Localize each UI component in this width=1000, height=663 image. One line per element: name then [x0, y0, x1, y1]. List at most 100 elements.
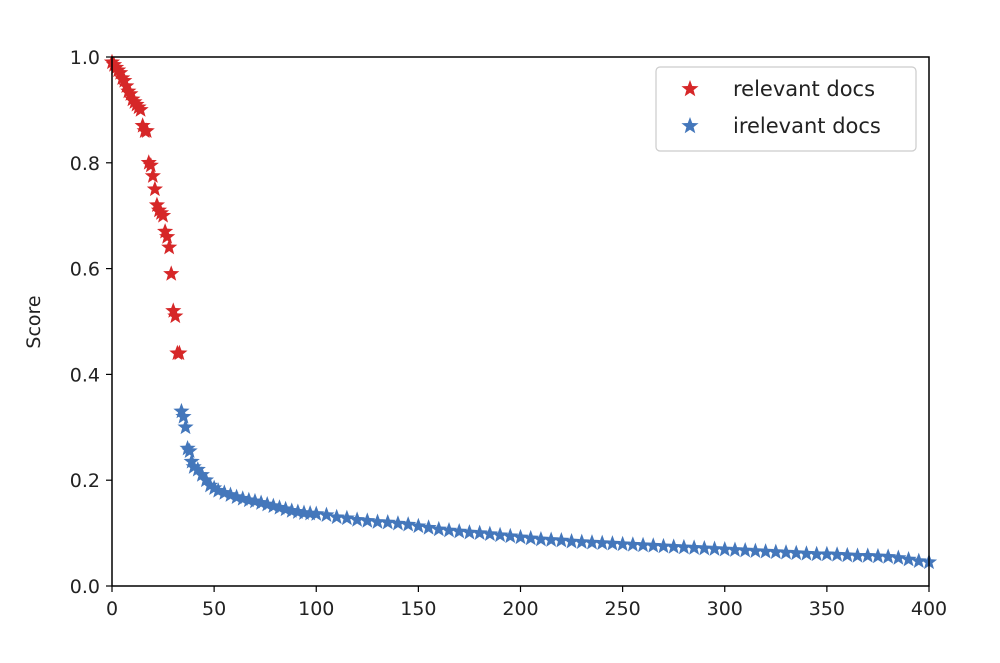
data-point [189, 461, 206, 477]
data-point [185, 458, 202, 474]
data-point [210, 482, 227, 498]
y-tick-label: 0.6 [70, 259, 100, 281]
data-point [645, 537, 662, 553]
x-axis: 0 50 100 150 200 250 300 350 400 [106, 586, 947, 620]
legend-star-icon [681, 80, 699, 97]
data-point [675, 538, 692, 555]
data-point [747, 542, 764, 558]
data-point [167, 307, 184, 324]
data-point [120, 82, 137, 99]
data-point [849, 547, 866, 563]
data-point [594, 534, 611, 551]
data-point [105, 56, 123, 72]
data-point [140, 154, 157, 170]
data-point [461, 524, 478, 540]
data-point [583, 534, 601, 550]
data-point [624, 536, 641, 552]
data-point [116, 72, 133, 88]
data-point [379, 514, 396, 530]
data-point [389, 515, 407, 531]
data-point [716, 541, 733, 557]
legend-label-relevant: relevant docs [733, 77, 875, 101]
data-point [400, 516, 417, 532]
legend: relevant docs irelevant docs [655, 66, 917, 152]
data-point [410, 517, 427, 534]
data-point [148, 196, 166, 212]
data-point [134, 117, 151, 133]
data-point [181, 442, 198, 458]
y-tick-label: 0.2 [70, 470, 100, 492]
x-tick-label: 250 [604, 598, 640, 620]
data-point [132, 101, 149, 117]
data-point [829, 546, 846, 562]
x-tick-label: 100 [298, 598, 334, 620]
data-point [150, 201, 168, 218]
data-point [900, 551, 917, 567]
data-point [839, 546, 856, 563]
data-point [183, 453, 200, 469]
data-point [163, 265, 180, 281]
data-point [144, 167, 161, 183]
data-point [491, 526, 509, 543]
data-point [471, 524, 488, 540]
data-point [890, 549, 907, 565]
data-point [553, 532, 570, 548]
data-point [173, 402, 190, 419]
data-point [880, 548, 897, 564]
data-point [614, 535, 631, 552]
data-point [573, 533, 590, 549]
data-point [122, 85, 139, 101]
data-point [726, 541, 744, 557]
y-tick-label: 0.4 [70, 364, 100, 386]
data-point [146, 180, 163, 197]
data-point [197, 471, 215, 488]
data-point [788, 544, 805, 561]
data-point [328, 508, 345, 525]
x-tick-label: 300 [707, 598, 743, 620]
y-axis: 0.0 0.2 0.4 0.6 0.8 1.0 [70, 47, 112, 598]
data-point [767, 543, 784, 560]
data-point [859, 547, 876, 563]
data-point [138, 122, 155, 138]
legend-marker-irelevant [681, 117, 699, 134]
data-point [869, 547, 887, 564]
data-point [532, 530, 550, 547]
data-point [112, 64, 129, 80]
data-point [161, 238, 178, 255]
data-point [349, 511, 366, 527]
data-point [798, 545, 815, 561]
legend-box [655, 66, 917, 152]
data-point [696, 539, 713, 556]
data-point [481, 525, 498, 542]
data-point [706, 540, 723, 556]
data-point [177, 418, 194, 435]
data-point [159, 228, 176, 244]
y-tick-label: 0.8 [70, 153, 100, 175]
data-point [737, 542, 754, 558]
data-point [124, 90, 141, 107]
data-point [543, 531, 560, 547]
data-point [563, 533, 580, 549]
series-irelevant [173, 402, 938, 570]
data-point [130, 98, 147, 115]
data-point [359, 512, 376, 528]
data-point [175, 408, 192, 424]
data-point [318, 506, 335, 522]
data-point [502, 527, 519, 544]
data-point [686, 539, 703, 555]
data-point [152, 204, 170, 220]
x-tick-label: 150 [400, 598, 436, 620]
data-point [201, 476, 219, 493]
data-point [193, 466, 210, 482]
data-point [757, 543, 774, 559]
data-point [171, 344, 188, 361]
data-point [165, 302, 182, 318]
data-point [910, 552, 927, 569]
data-point [222, 486, 239, 502]
data-point [604, 535, 621, 551]
data-point [110, 61, 127, 78]
data-points [103, 53, 938, 570]
x-tick-label: 0 [106, 598, 118, 620]
data-point [512, 528, 529, 545]
